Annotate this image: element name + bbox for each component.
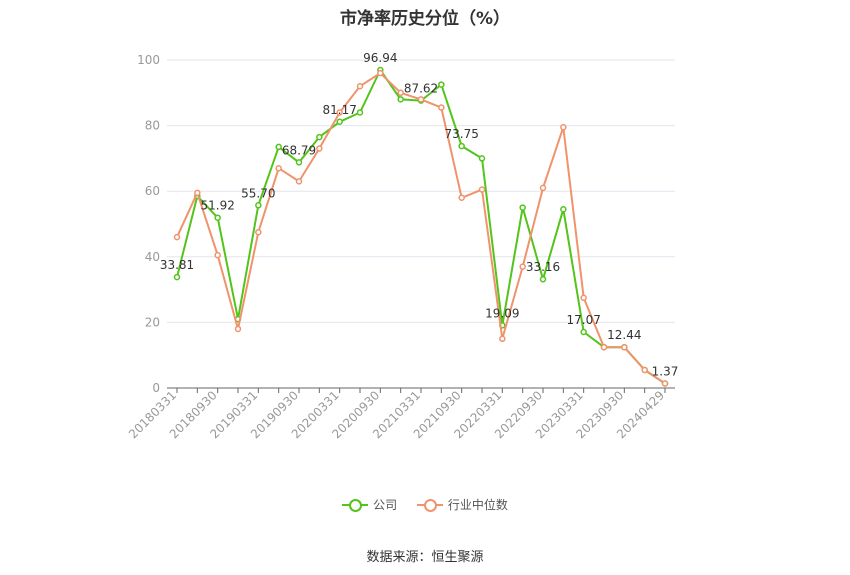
- company-data-label: 33.16: [526, 260, 560, 274]
- y-tick-label: 60: [145, 184, 160, 198]
- company-point: [458, 142, 465, 150]
- industry-median-point: [316, 145, 323, 152]
- industry-median-point: [275, 164, 282, 172]
- industry-median-point: [194, 189, 201, 197]
- y-tick-label: 0: [152, 381, 160, 395]
- company-data-label: 73.75: [444, 127, 478, 141]
- legend-item-company[interactable]: 公司: [342, 496, 397, 513]
- industry-median-point: [641, 366, 648, 374]
- industry-median-point: [499, 335, 506, 343]
- legend-industry-label: 行业中位数: [447, 498, 508, 512]
- industry-median-point: [519, 263, 526, 270]
- series: [173, 66, 669, 387]
- company-data-label: 51.92: [200, 199, 234, 213]
- industry-median-point: [478, 186, 486, 193]
- legend-company-swatch: [342, 498, 369, 512]
- legend-industry-swatch: [416, 498, 443, 512]
- legend-company-label: 公司: [373, 498, 398, 512]
- company-point: [539, 275, 547, 283]
- industry-median-point: [560, 123, 567, 131]
- y-tick-label: 40: [145, 250, 160, 264]
- industry-median-point: [580, 294, 587, 302]
- company-point: [255, 202, 262, 209]
- company-point: [519, 204, 526, 211]
- grid-lines: [167, 59, 675, 323]
- industry-median-point: [539, 184, 547, 192]
- data-source: 数据来源：恒生聚源: [366, 550, 484, 565]
- chart-title: 市净率历史分位（%）: [339, 9, 511, 29]
- industry-median-point: [234, 325, 242, 333]
- industry-median-point: [377, 69, 384, 77]
- company-series-line: [176, 69, 666, 385]
- industry-median-point: [661, 380, 669, 387]
- y-tick-label: 80: [145, 119, 160, 133]
- company-data-label: 68.79: [282, 143, 316, 157]
- industry-median-point: [621, 343, 628, 351]
- company-point: [295, 159, 303, 166]
- industry-median-point: [458, 194, 465, 202]
- legend-item-industry-median[interactable]: 行业中位数: [416, 496, 508, 513]
- company-data-label: 33.81: [160, 258, 194, 272]
- company-data-label: 87.62: [404, 82, 438, 96]
- y-tick-label: 20: [145, 315, 160, 329]
- company-data-label: 81.17: [322, 103, 356, 117]
- company-point: [356, 109, 364, 116]
- data-labels: 33.81 51.92 55.70 68.79 81.17 96.94 87.62 73.75…: [160, 51, 679, 378]
- industry-median-point: [255, 228, 262, 236]
- industry-median-point: [356, 82, 364, 90]
- company-point: [438, 81, 445, 88]
- industry-median-point: [438, 104, 445, 111]
- company-point: [316, 133, 323, 141]
- company-point: [214, 214, 221, 221]
- company-data-label: 17.07: [566, 313, 600, 327]
- company-point: [560, 205, 567, 213]
- company-data-label: 12.44: [607, 328, 641, 342]
- company-data-label: 96.94: [363, 51, 397, 65]
- company-point: [478, 155, 486, 162]
- industry-median-point: [173, 233, 181, 241]
- company-data-label: 19.09: [485, 306, 519, 320]
- company-point: [397, 96, 404, 103]
- industry-median-point: [336, 109, 343, 116]
- industry-median-point: [295, 178, 303, 185]
- legend: 公司 行业中位数: [0, 496, 850, 515]
- industry-median-point: [600, 343, 608, 351]
- industry-median-point: [214, 251, 221, 259]
- company-point: [336, 118, 343, 126]
- industry-median-point: [397, 89, 404, 97]
- company-point: [173, 273, 181, 281]
- company-data-label: 1.37: [652, 365, 679, 379]
- axes: 0204060801002018033120180930201903312019…: [126, 53, 675, 441]
- company-point: [580, 328, 587, 336]
- y-tick-label: 100: [137, 53, 160, 67]
- company-point: [275, 143, 282, 151]
- company-data-label: 55.70: [241, 186, 275, 200]
- industry-median-point: [417, 96, 425, 103]
